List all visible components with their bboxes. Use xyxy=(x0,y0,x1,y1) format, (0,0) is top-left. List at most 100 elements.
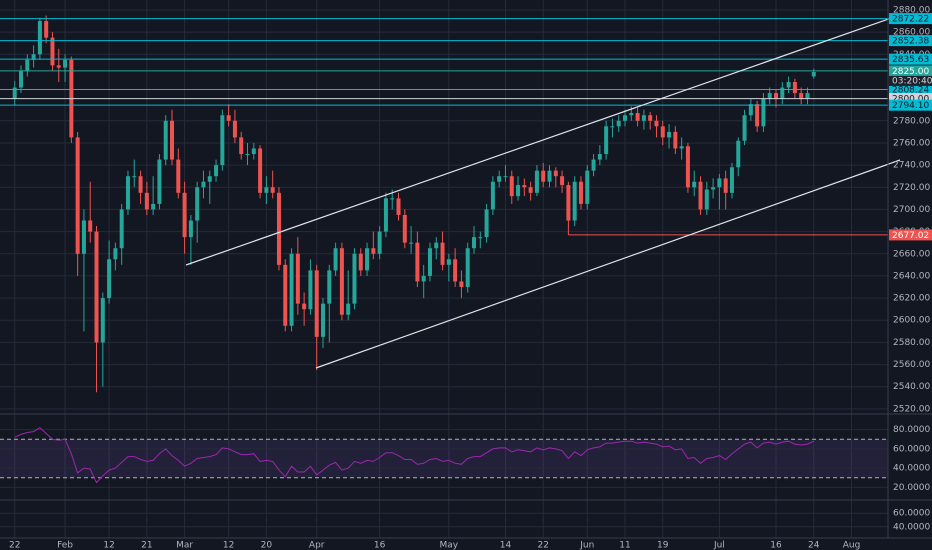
y-tick-label: 2580.00 xyxy=(893,338,930,348)
rsi-line xyxy=(14,427,815,484)
candle-body xyxy=(761,98,766,127)
x-tick-label: 14 xyxy=(500,541,512,550)
candle-body xyxy=(660,126,665,138)
price-label: 2800.00 xyxy=(892,95,929,105)
lower-tick-label: 60.0000 xyxy=(893,509,930,519)
y-tick-label: 2620.00 xyxy=(893,294,930,304)
candle-body xyxy=(264,187,269,193)
candle-body xyxy=(201,181,206,188)
candle-body xyxy=(528,187,533,193)
candle-body xyxy=(163,120,168,160)
candle-body xyxy=(572,181,577,221)
candle-body xyxy=(673,131,678,149)
price-label-box xyxy=(889,99,932,111)
candle-body xyxy=(333,248,338,271)
candle-body xyxy=(774,93,779,99)
candle-body xyxy=(144,192,149,210)
candle-body xyxy=(50,37,55,66)
price-label: 2794.10 xyxy=(892,101,929,111)
candle-body xyxy=(767,93,772,99)
candle-body xyxy=(327,270,332,304)
candle-body xyxy=(170,120,175,160)
x-tick-label: 20 xyxy=(261,541,273,550)
candle-body xyxy=(635,113,640,121)
rsi-tick-label: 60.0000 xyxy=(893,444,930,454)
x-tick-label: 19 xyxy=(657,541,669,550)
candle-body xyxy=(736,140,741,168)
candle-body xyxy=(100,298,105,343)
candle-body xyxy=(421,275,426,282)
price-label: 2852.38 xyxy=(892,37,929,47)
x-tick-label: Jul xyxy=(713,541,725,550)
price-label-box xyxy=(889,83,932,95)
candle-body xyxy=(346,303,351,315)
candle-body xyxy=(522,185,527,188)
candle-body xyxy=(56,65,61,68)
candle-body xyxy=(780,87,785,99)
candle-body xyxy=(88,220,93,232)
candle-body xyxy=(566,185,571,221)
candle-body xyxy=(125,176,130,210)
candle-body xyxy=(415,242,420,282)
candle-body xyxy=(723,178,728,193)
price-label-box xyxy=(889,93,932,105)
candle-body xyxy=(402,214,407,243)
candle-body xyxy=(390,198,395,200)
candle-body xyxy=(742,115,747,141)
price-label: 2677.02 xyxy=(892,231,929,241)
price-label: 2808.24 xyxy=(892,85,929,95)
candle-body xyxy=(214,165,219,177)
candle-body xyxy=(497,176,502,182)
candle-body xyxy=(245,154,250,156)
y-tick-label: 2760.00 xyxy=(893,138,930,148)
x-tick-label: 16 xyxy=(374,541,386,550)
candle-body xyxy=(490,181,495,210)
candle-body xyxy=(157,159,162,204)
candle-body xyxy=(685,146,690,188)
candle-body xyxy=(314,270,319,337)
y-tick-label: 2540.00 xyxy=(893,382,930,392)
candle-body xyxy=(31,54,36,60)
candle-body xyxy=(107,259,112,299)
candle-body xyxy=(207,176,212,182)
candle-body xyxy=(321,303,326,337)
candle-body xyxy=(516,185,521,197)
candle-body xyxy=(541,170,546,182)
candle-body xyxy=(358,253,363,271)
candle-body xyxy=(629,113,634,116)
x-tick-label: 11 xyxy=(619,541,630,550)
x-tick-label: Feb xyxy=(57,541,73,550)
candle-body xyxy=(623,115,628,121)
candle-body xyxy=(503,176,508,178)
price-label: 2872.22 xyxy=(892,15,929,25)
candle-body xyxy=(440,242,445,265)
candle-body xyxy=(188,220,193,238)
candle-body xyxy=(811,72,816,77)
rsi-tick-label: 80.0000 xyxy=(893,425,930,435)
x-tick-label: 22 xyxy=(9,541,20,550)
candle-body xyxy=(704,189,709,210)
candle-body xyxy=(94,231,99,343)
candle-body xyxy=(585,170,590,204)
x-tick-label: Aug xyxy=(843,541,861,550)
price-label-box xyxy=(889,35,932,47)
price-label-box xyxy=(889,53,932,65)
candle-body xyxy=(409,242,414,244)
axis-labels: 22 Feb 12 21 Mar 12 20 Apr 16 May 14 22 Jun 11 19 Jul 16… xyxy=(9,5,932,550)
countdown: 03:20:40 xyxy=(892,76,932,86)
candle-body xyxy=(484,209,489,238)
x-tick-label: Jun xyxy=(579,541,594,550)
y-tick-label: 2600.00 xyxy=(893,316,930,326)
y-tick-label: 2860.00 xyxy=(893,28,930,38)
price-label: 2835.63 xyxy=(892,55,929,65)
price-label-box xyxy=(889,65,932,77)
candle-body xyxy=(465,248,470,288)
candle-body xyxy=(711,187,716,190)
y-tick-label: 2520.00 xyxy=(893,404,930,414)
channel-lower-line xyxy=(315,159,901,369)
candle-body xyxy=(352,253,357,304)
x-tick-label: May xyxy=(440,541,459,550)
candle-body xyxy=(239,137,244,155)
candle-body xyxy=(805,93,810,99)
candle-body xyxy=(755,104,760,127)
